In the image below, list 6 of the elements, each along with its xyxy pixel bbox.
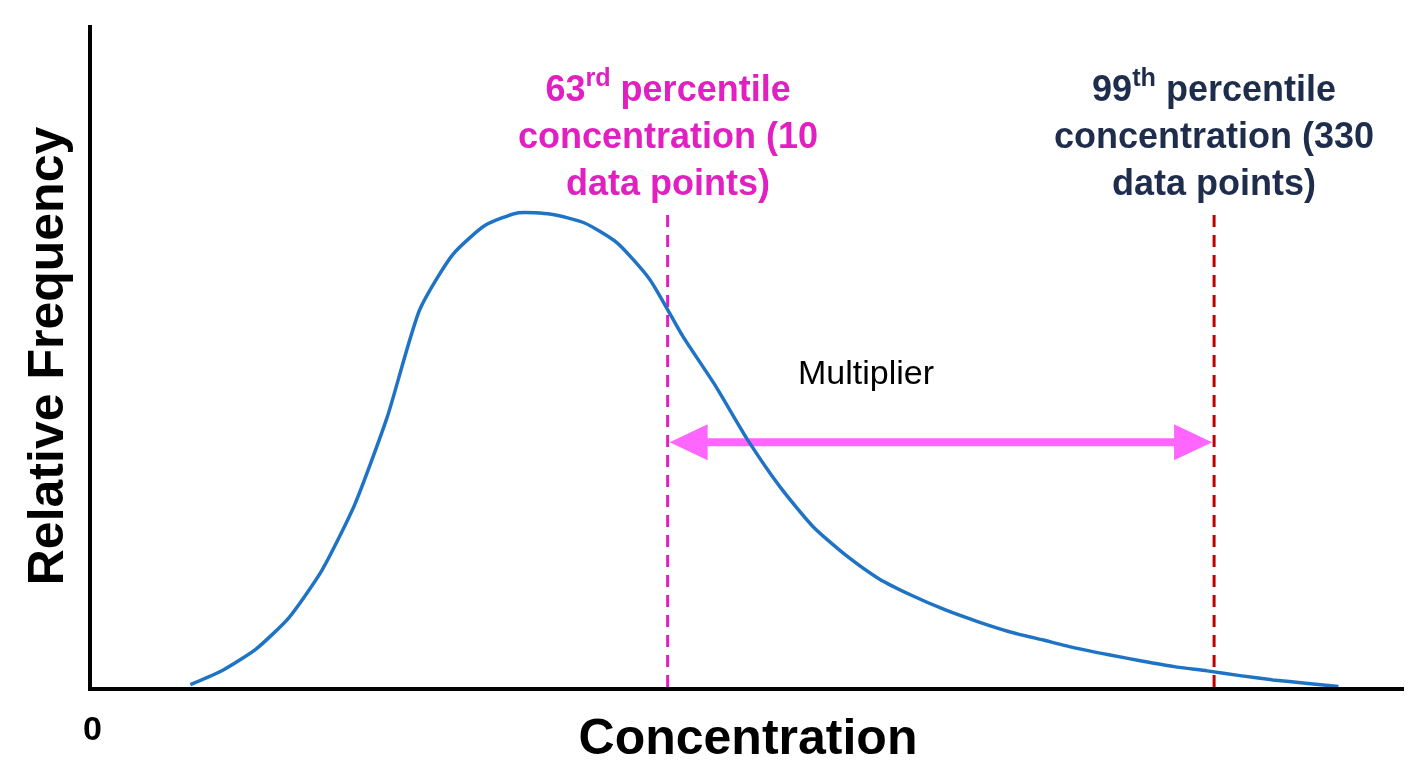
y-axis-title: Relative Frequency (17, 126, 74, 586)
text: 99$^{th}$ percentile concentration (330 data points) (1054, 63, 1375, 203)
annotation: Multiplier (798, 353, 935, 391)
text: 0 (83, 709, 102, 747)
text: 63$^{rd}$ percentile concentration (10 data points) (518, 63, 819, 203)
x-axis-title: Concentration (578, 709, 918, 765)
